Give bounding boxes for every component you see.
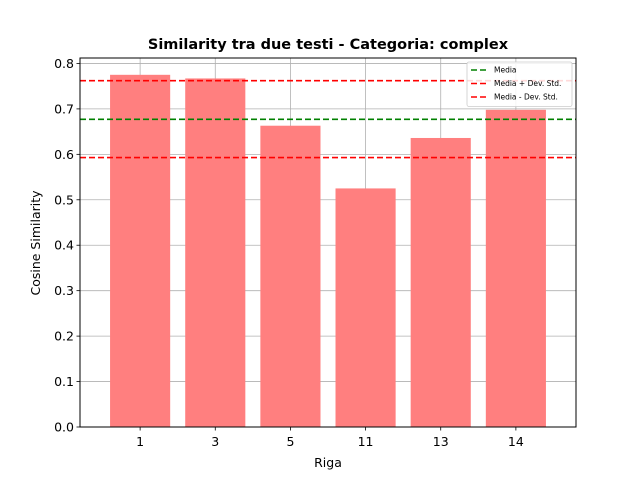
legend-box xyxy=(466,61,573,107)
axis-ticks: 0.00.10.20.30.40.50.60.70.81 3 5 11 13 14 xyxy=(54,56,524,449)
y-tick-label: 0.8 xyxy=(54,56,74,71)
legend-label: Media xyxy=(494,66,517,75)
y-tick-label: 0.2 xyxy=(54,329,74,344)
bar xyxy=(485,109,546,427)
x-tick-label: 3 xyxy=(211,434,219,449)
y-tick-label: 0.1 xyxy=(54,374,74,389)
legend-label: Media + Dev. Std. xyxy=(494,79,561,88)
y-tick-label: 0.7 xyxy=(54,101,74,116)
plot-frame xyxy=(79,57,577,428)
legend: Media Media + Dev. Std. Media - Dev. Std. xyxy=(466,61,573,107)
reference-lines xyxy=(80,79,576,159)
bar xyxy=(260,125,321,427)
x-tick-label: 1 xyxy=(136,434,144,449)
x-axis-label: Riga xyxy=(314,455,342,470)
x-tick-label: 14 xyxy=(508,434,524,449)
bar xyxy=(185,78,246,427)
x-tick-label: 5 xyxy=(286,434,294,449)
legend-label: Media - Dev. Std. xyxy=(494,93,558,102)
y-tick-label: 0.5 xyxy=(54,192,74,207)
y-tick-label: 0.6 xyxy=(54,147,74,162)
bar xyxy=(110,74,171,428)
bars xyxy=(110,74,546,428)
x-tick-label: 13 xyxy=(433,434,449,449)
y-tick-label: 0.0 xyxy=(54,420,74,435)
bar xyxy=(410,137,471,428)
bar xyxy=(335,188,396,427)
x-tick-label: 11 xyxy=(358,434,374,449)
y-tick-label: 0.3 xyxy=(54,283,74,298)
y-tick-label: 0.4 xyxy=(54,238,74,253)
chart-title: Similarity tra due testi - Categoria: co… xyxy=(148,37,509,53)
y-axis-label: Cosine Similarity xyxy=(28,190,43,296)
